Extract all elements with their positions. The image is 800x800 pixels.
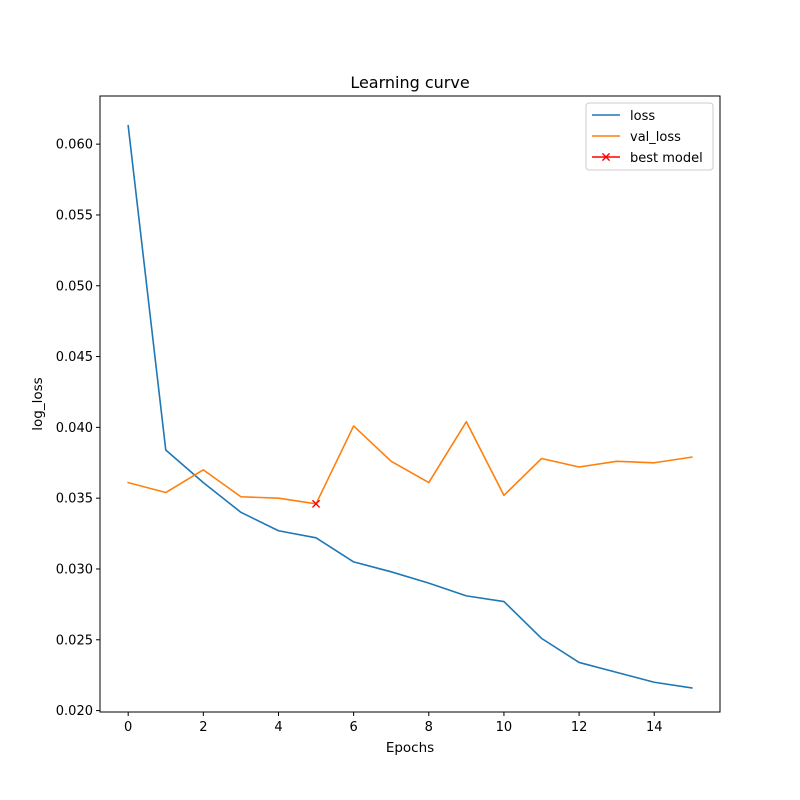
- series-line-val-loss: [127, 420, 693, 505]
- x-tick-label: 14: [646, 720, 663, 735]
- x-tick-label: 8: [425, 720, 433, 735]
- legend: loss val_loss best model: [585, 102, 714, 171]
- data-point-loss: [653, 681, 655, 683]
- data-point-loss: [578, 662, 580, 664]
- y-tick-label: 0.045: [56, 350, 93, 365]
- data-point-val-loss: [503, 495, 505, 497]
- x-tick-label: 12: [571, 720, 588, 735]
- data-point-val-loss: [578, 466, 580, 468]
- data-point-loss: [315, 537, 317, 539]
- data-point-val-loss: [653, 462, 655, 464]
- legend-label-val-loss: val_loss: [630, 130, 681, 145]
- data-point-loss: [353, 561, 355, 563]
- data-point-val-loss: [466, 421, 468, 423]
- series-line-loss: [127, 124, 693, 689]
- y-tick-label: 0.020: [56, 704, 93, 719]
- data-point-loss: [203, 482, 205, 484]
- data-point-val-loss: [240, 496, 242, 498]
- chart-title: Learning curve: [350, 73, 469, 92]
- legend-best-model-marker-icon: [601, 152, 611, 162]
- y-tick-label: 0.040: [56, 421, 93, 436]
- y-tick-label: 0.030: [56, 562, 93, 577]
- x-axis: 0 2 4 6 8 10 12 14: [124, 712, 663, 735]
- data-point-loss: [278, 530, 280, 532]
- x-tick-label: 0: [124, 720, 132, 735]
- y-axis-title: log_loss: [30, 377, 46, 430]
- x-tick-label: 4: [274, 720, 282, 735]
- data-point-loss: [428, 582, 430, 584]
- data-point-val-loss: [127, 482, 129, 484]
- data-point-loss: [390, 571, 392, 573]
- data-point-val-loss: [390, 461, 392, 463]
- data-point-val-loss: [691, 456, 693, 458]
- x-axis-title: Epochs: [386, 740, 434, 756]
- data-point-loss: [691, 687, 693, 689]
- x-tick-label: 2: [199, 720, 207, 735]
- y-axis: 0.020 0.025 0.030 0.035 0.040 0.045 0.050 0.055…: [56, 138, 100, 719]
- x-tick-label: 6: [349, 720, 357, 735]
- data-point-val-loss: [616, 461, 618, 463]
- plot-frame: [99, 95, 721, 713]
- data-point-val-loss: [165, 492, 167, 494]
- data-point-val-loss: [203, 469, 205, 471]
- plot-area: [127, 124, 693, 689]
- data-point-loss: [165, 449, 167, 451]
- data-point-val-loss: [353, 425, 355, 427]
- y-tick-label: 0.025: [56, 633, 93, 648]
- y-tick-label: 0.060: [56, 138, 93, 153]
- legend-box: [585, 102, 714, 171]
- data-point-val-loss: [541, 458, 543, 460]
- y-tick-label: 0.050: [56, 279, 93, 294]
- data-point-loss: [503, 601, 505, 603]
- data-point-loss: [616, 672, 618, 674]
- best-model-marker: [311, 499, 321, 508]
- data-point-loss: [541, 638, 543, 640]
- x-tick-label: 10: [496, 720, 513, 735]
- data-point-loss: [466, 595, 468, 597]
- data-point-val-loss: [278, 497, 280, 499]
- data-point-loss: [127, 125, 129, 127]
- legend-x-glyph: [601, 152, 611, 162]
- legend-label-loss: loss: [630, 109, 655, 124]
- legend-label-best-model: best model: [630, 151, 703, 166]
- y-tick-label: 0.035: [56, 492, 93, 507]
- data-point-val-loss: [428, 482, 430, 484]
- data-point-loss: [240, 512, 242, 514]
- y-tick-label: 0.055: [56, 208, 93, 223]
